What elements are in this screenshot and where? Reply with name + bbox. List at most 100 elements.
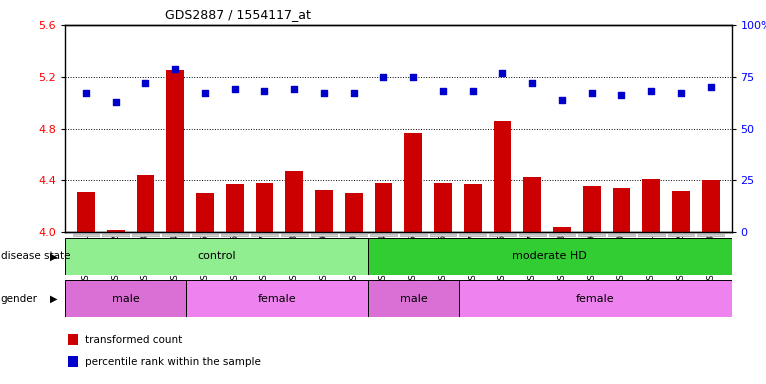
Bar	[226, 184, 244, 232]
FancyBboxPatch shape	[489, 234, 516, 236]
FancyBboxPatch shape	[400, 234, 427, 236]
Point	[407, 74, 419, 80]
Bar	[434, 183, 452, 232]
FancyBboxPatch shape	[162, 234, 188, 236]
Point	[675, 90, 687, 96]
Point	[556, 96, 568, 103]
Text: disease state: disease state	[1, 251, 70, 262]
FancyBboxPatch shape	[460, 234, 486, 236]
FancyBboxPatch shape	[65, 280, 186, 317]
Bar	[375, 183, 392, 232]
Text: GSM217777: GSM217777	[528, 234, 537, 285]
Bar	[345, 194, 362, 232]
Text: GSM217778: GSM217778	[558, 234, 566, 285]
Point	[705, 84, 717, 90]
Text: moderate HD: moderate HD	[512, 251, 588, 262]
Text: GSM217785: GSM217785	[409, 234, 417, 285]
Point	[615, 93, 627, 99]
Point	[318, 90, 330, 96]
Text: gender: gender	[1, 293, 38, 304]
Text: GSM217769: GSM217769	[319, 234, 329, 285]
Point	[169, 65, 182, 71]
Text: GDS2887 / 1554117_at: GDS2887 / 1554117_at	[165, 8, 310, 21]
FancyBboxPatch shape	[370, 234, 397, 236]
Text: ▶: ▶	[50, 251, 57, 262]
Text: GSM217783: GSM217783	[706, 234, 715, 285]
Point	[585, 90, 597, 96]
Text: female: female	[258, 293, 296, 304]
FancyBboxPatch shape	[697, 234, 724, 236]
Text: GSM217782: GSM217782	[676, 234, 686, 285]
Point	[348, 90, 360, 96]
Bar	[583, 185, 601, 232]
Text: GSM217784: GSM217784	[379, 234, 388, 285]
Point	[258, 88, 270, 94]
Text: GSM217775: GSM217775	[201, 234, 209, 285]
Point	[526, 80, 538, 86]
Text: GSM217776: GSM217776	[498, 234, 507, 285]
Text: GSM217773: GSM217773	[141, 234, 150, 285]
Bar	[523, 177, 541, 232]
Text: GSM217766: GSM217766	[231, 234, 239, 285]
FancyBboxPatch shape	[340, 234, 367, 236]
FancyBboxPatch shape	[251, 234, 278, 236]
Bar	[315, 190, 333, 232]
Point	[139, 80, 152, 86]
Bar	[68, 356, 78, 367]
FancyBboxPatch shape	[519, 234, 545, 236]
Point	[288, 86, 300, 92]
Text: GSM217770: GSM217770	[349, 234, 358, 285]
FancyBboxPatch shape	[65, 238, 368, 275]
Point	[466, 88, 479, 94]
FancyBboxPatch shape	[368, 238, 732, 275]
FancyBboxPatch shape	[132, 234, 159, 236]
Point	[80, 90, 92, 96]
FancyBboxPatch shape	[221, 234, 248, 236]
Text: GSM217779: GSM217779	[588, 234, 596, 285]
Text: male: male	[400, 293, 427, 304]
Bar	[553, 227, 571, 232]
Bar	[166, 70, 184, 232]
FancyBboxPatch shape	[73, 234, 100, 236]
FancyBboxPatch shape	[608, 234, 635, 236]
Text: GSM217768: GSM217768	[290, 234, 299, 285]
Bar	[106, 230, 125, 232]
Bar	[68, 334, 78, 345]
Text: control: control	[198, 251, 236, 262]
Bar	[404, 132, 422, 232]
Point	[496, 70, 509, 76]
Text: GSM217772: GSM217772	[111, 234, 120, 285]
FancyBboxPatch shape	[548, 234, 575, 236]
Point	[378, 74, 390, 80]
Bar	[642, 179, 660, 232]
Text: GSM217780: GSM217780	[617, 234, 626, 285]
FancyBboxPatch shape	[430, 234, 457, 236]
Point	[228, 86, 241, 92]
Text: GSM217767: GSM217767	[260, 234, 269, 285]
Text: GSM217786: GSM217786	[438, 234, 447, 285]
FancyBboxPatch shape	[192, 234, 218, 236]
FancyBboxPatch shape	[459, 280, 732, 317]
Point	[199, 90, 211, 96]
Point	[437, 88, 449, 94]
Text: transformed count: transformed count	[85, 335, 182, 345]
Text: female: female	[576, 293, 614, 304]
Text: male: male	[112, 293, 139, 304]
Text: ▶: ▶	[50, 293, 57, 304]
Text: GSM217771: GSM217771	[81, 234, 90, 285]
Text: GSM217774: GSM217774	[171, 234, 180, 285]
Bar	[136, 175, 155, 232]
Point	[110, 99, 122, 105]
FancyBboxPatch shape	[638, 234, 665, 236]
Bar	[672, 191, 690, 232]
Point	[645, 88, 657, 94]
FancyBboxPatch shape	[578, 234, 605, 236]
Bar	[285, 171, 303, 232]
FancyBboxPatch shape	[667, 234, 694, 236]
FancyBboxPatch shape	[103, 234, 129, 236]
Bar	[77, 192, 95, 232]
Text: GSM217787: GSM217787	[468, 234, 477, 285]
FancyBboxPatch shape	[310, 234, 337, 236]
Bar	[196, 194, 214, 232]
Bar	[256, 183, 273, 232]
